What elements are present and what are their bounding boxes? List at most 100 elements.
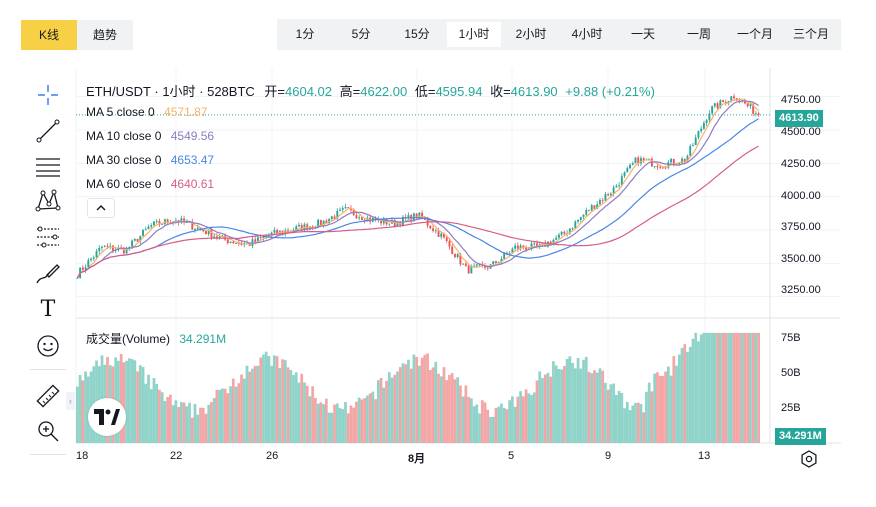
ruler-icon[interactable] xyxy=(30,381,66,411)
volume-bar xyxy=(223,388,227,443)
legend-low: 4595.94 xyxy=(435,84,483,99)
volume-bar xyxy=(656,372,659,443)
interval-1d[interactable]: 一天 xyxy=(630,27,655,41)
candle xyxy=(733,96,735,99)
volume-bar xyxy=(595,372,599,443)
candle xyxy=(254,239,257,242)
candle xyxy=(730,96,733,102)
candle xyxy=(670,158,673,163)
candle xyxy=(421,212,424,219)
candle xyxy=(711,106,714,114)
candle xyxy=(98,247,101,251)
candle xyxy=(229,241,232,243)
volume-bar xyxy=(412,354,416,443)
volume-bar xyxy=(294,372,298,443)
volume-bar xyxy=(606,389,610,443)
tab-kline[interactable]: K线 xyxy=(21,20,77,50)
volume-bar xyxy=(355,401,358,443)
candle xyxy=(678,163,681,165)
volume-bar xyxy=(475,404,479,443)
interval-1w[interactable]: 一周 xyxy=(686,27,711,41)
interval-5m[interactable]: 5分 xyxy=(351,27,371,41)
volume-bar xyxy=(584,356,588,443)
candle xyxy=(574,221,577,229)
candle xyxy=(432,228,435,231)
candle xyxy=(155,220,158,222)
candle xyxy=(549,241,552,245)
candle xyxy=(648,158,651,160)
horizontal-lines-icon[interactable] xyxy=(30,151,66,181)
candle xyxy=(722,100,725,103)
candle xyxy=(128,246,131,248)
legend-change: +9.88 (+0.21%) xyxy=(565,84,655,99)
volume-bar xyxy=(278,368,282,443)
volume-bar xyxy=(264,351,268,443)
tradingview-logo[interactable] xyxy=(88,398,126,436)
candle xyxy=(270,232,273,236)
volume-bar xyxy=(376,380,380,443)
settings-gear-icon[interactable] xyxy=(800,450,818,468)
volume-bar xyxy=(426,353,429,443)
trendline-icon[interactable] xyxy=(30,116,66,146)
interval-4h[interactable]: 4小时 xyxy=(571,27,603,41)
time-tick: 13 xyxy=(698,450,711,462)
candle xyxy=(629,164,631,169)
candle xyxy=(259,237,262,239)
candle xyxy=(618,185,621,187)
volume-bar xyxy=(379,377,383,443)
time-tick: 9 xyxy=(605,450,612,462)
volume-bar xyxy=(450,373,454,443)
volume-bar xyxy=(620,393,624,443)
volume-bar xyxy=(218,389,222,443)
interval-1h[interactable]: 1小时 xyxy=(447,22,501,47)
volume-bar xyxy=(609,384,613,443)
volume-bar xyxy=(357,397,361,443)
volume-bar xyxy=(303,382,306,443)
candle xyxy=(237,243,240,245)
legend-ma5[interactable]: MA 5 close 0 4571.87 xyxy=(86,105,207,119)
interval-2h[interactable]: 2小时 xyxy=(515,27,547,41)
candle xyxy=(634,157,637,164)
volume-bar xyxy=(196,414,200,443)
brush-icon[interactable] xyxy=(30,259,66,289)
interval-1m[interactable]: 1分 xyxy=(295,27,315,41)
chevron-up-icon xyxy=(96,205,106,211)
candle xyxy=(144,229,147,230)
candle xyxy=(319,219,322,226)
legend-ma30[interactable]: MA 30 close 0 4653.47 xyxy=(86,153,214,167)
legend-collapse-button[interactable] xyxy=(87,198,115,218)
interval-3mo[interactable]: 三个月 xyxy=(792,27,829,41)
volume-bar xyxy=(505,409,509,443)
fib-icon[interactable] xyxy=(30,222,66,252)
candle xyxy=(724,102,727,104)
candle xyxy=(514,245,517,249)
crosshair-icon[interactable] xyxy=(30,80,66,110)
volume-tick: 50B xyxy=(781,367,801,379)
legend-ma10[interactable]: MA 10 close 0 4549.56 xyxy=(86,129,214,143)
zoom-in-icon[interactable] xyxy=(30,416,66,446)
candle xyxy=(585,209,588,215)
legend-ma60[interactable]: MA 60 close 0 4640.61 xyxy=(86,177,214,191)
text-icon[interactable]: T xyxy=(40,296,56,322)
candle xyxy=(194,228,196,230)
candle xyxy=(256,237,259,242)
volume-bar xyxy=(467,396,470,443)
interval-1mo[interactable]: 一个月 xyxy=(736,27,773,41)
pattern-icon[interactable] xyxy=(30,186,66,216)
toolbar-collapse-toggle[interactable]: ‹ xyxy=(66,392,75,410)
volume-bar xyxy=(185,406,189,443)
volume-bar xyxy=(256,365,260,443)
tab-trend[interactable]: 趋势 xyxy=(77,20,133,50)
emoji-icon[interactable] xyxy=(30,331,66,361)
volume-bar xyxy=(133,360,137,443)
price-tick: 4000.00 xyxy=(781,190,821,202)
candle xyxy=(659,167,662,168)
volume-bar xyxy=(601,370,605,443)
volume-bar xyxy=(740,332,744,443)
interval-15m[interactable]: 15分 xyxy=(404,27,430,41)
ma60-value: 4640.61 xyxy=(170,177,215,191)
candle xyxy=(273,229,276,233)
volume-bar xyxy=(664,371,667,443)
volume-bar xyxy=(469,398,473,443)
